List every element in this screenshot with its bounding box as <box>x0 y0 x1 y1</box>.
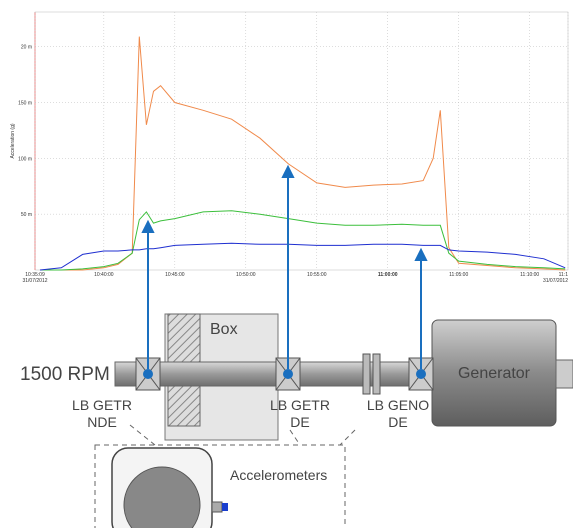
accelerometers-label: Accelerometers <box>230 467 327 483</box>
coupling <box>373 354 380 394</box>
y-tick-label: 20 m <box>21 45 32 51</box>
sensor-label: DE <box>290 414 309 430</box>
sensor-label: LB GETR <box>270 397 330 413</box>
y-tick-label: 100 m <box>18 156 32 162</box>
x-date-label: 31/07/2012 <box>22 278 47 284</box>
sensor-label: NDE <box>87 414 117 430</box>
shaft-end <box>556 360 573 388</box>
connector-tip <box>222 503 228 511</box>
coupling <box>363 354 370 394</box>
speed-label: 1500 RPM <box>20 364 110 385</box>
sensor-label: LB GENO <box>367 397 429 413</box>
connector <box>212 502 222 512</box>
figure: Acceleration (g) 50 m100 m150 m20 m10:35… <box>0 0 573 528</box>
sensor-label: DE <box>388 414 407 430</box>
x-tick-label: 10:45:00 <box>165 272 185 278</box>
generator-label: Generator <box>458 365 531 382</box>
x-tick-label: 10:55:00 <box>307 272 327 278</box>
box-label: Box <box>210 321 238 338</box>
y-tick-label: 50 m <box>21 212 32 218</box>
y-axis-label: Acceleration (g) <box>10 123 16 158</box>
x-tick-label: 10:50:00 <box>236 272 256 278</box>
x-date-label: 31/07/2012 <box>543 278 568 284</box>
page: {"chart_data": {"type": "line", "y_label… <box>0 0 573 528</box>
x-tick-label: 11:05:00 <box>449 272 468 278</box>
y-tick-label: 150 m <box>18 100 32 106</box>
sensor-label: LB GETR <box>72 397 132 413</box>
plot-area <box>35 12 568 270</box>
x-tick-label: 11:10:00 <box>520 272 539 278</box>
x-tick-label: 11:00:00 <box>378 272 398 278</box>
x-tick-label: 10:40:00 <box>94 272 114 278</box>
